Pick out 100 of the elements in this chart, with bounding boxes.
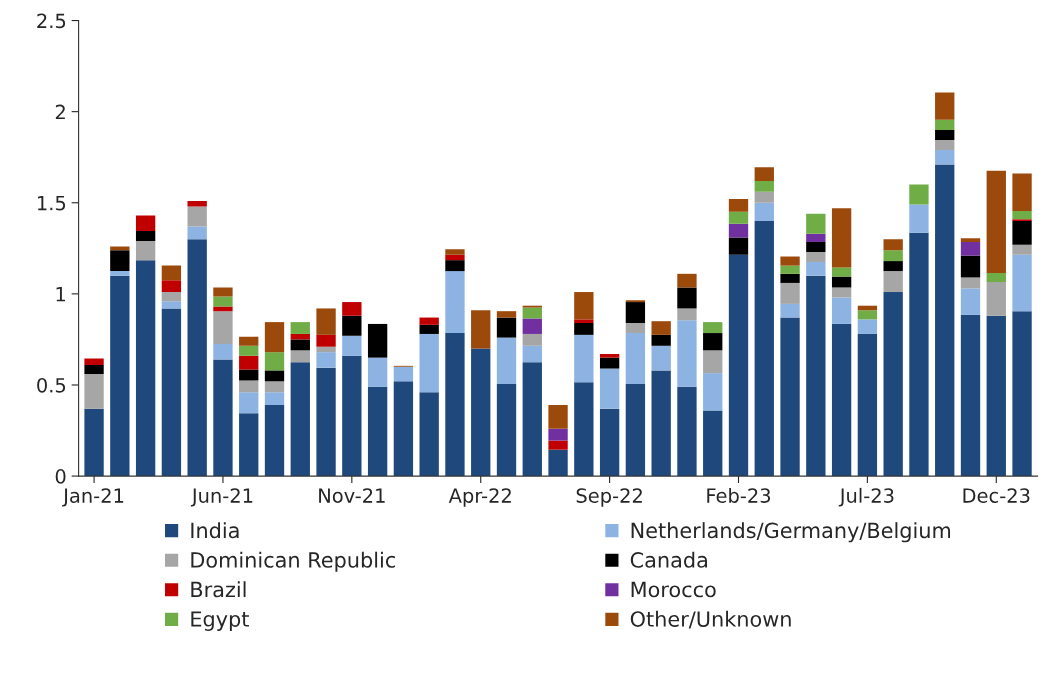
bar — [831, 267, 852, 277]
x-tick-label: Sep-22 — [576, 488, 642, 507]
bar — [264, 352, 285, 371]
bar — [599, 408, 620, 477]
bar — [831, 297, 852, 324]
bar — [831, 208, 852, 268]
bar — [703, 410, 723, 477]
bar — [935, 92, 955, 120]
bar — [806, 275, 826, 477]
bar — [806, 233, 826, 242]
bar — [703, 350, 723, 374]
y-tick-label: 1.5 — [38, 195, 66, 211]
y-tick-label: 0 — [55, 469, 66, 484]
bar — [239, 355, 259, 370]
bar — [625, 384, 646, 477]
x-tick-label: Feb-23 — [707, 487, 771, 503]
bar — [264, 322, 285, 353]
bar — [419, 333, 439, 393]
bar — [1012, 210, 1032, 220]
bar — [264, 370, 285, 382]
bar — [316, 334, 336, 347]
bar — [935, 129, 955, 140]
bar — [574, 292, 594, 320]
bar — [213, 343, 233, 360]
bar — [574, 323, 594, 335]
bar — [84, 358, 104, 365]
bar — [651, 345, 671, 371]
bar — [522, 318, 542, 334]
bar — [625, 323, 646, 334]
bar — [316, 352, 336, 368]
bar — [754, 191, 774, 203]
bar — [239, 336, 259, 346]
bar — [135, 241, 156, 261]
bar — [419, 317, 439, 325]
bar — [780, 256, 800, 266]
bar — [677, 320, 697, 387]
bar — [935, 139, 955, 150]
bar — [780, 282, 800, 304]
bar — [728, 211, 749, 224]
bar — [213, 306, 233, 312]
bar — [445, 333, 465, 477]
bar — [522, 333, 542, 346]
bar — [342, 335, 362, 356]
bar — [290, 362, 310, 477]
bar — [496, 384, 517, 477]
bar — [806, 241, 826, 252]
bar — [316, 367, 336, 477]
bar — [342, 355, 362, 477]
bar — [290, 322, 310, 334]
y-tick-label: 1 — [56, 287, 65, 302]
bar — [857, 319, 878, 334]
bar — [135, 260, 156, 477]
bar — [110, 246, 130, 251]
bar — [213, 296, 233, 307]
bar — [574, 382, 594, 477]
y-tick-label: 2.5 — [37, 13, 66, 29]
bar — [780, 317, 800, 477]
bar — [342, 315, 362, 336]
bar — [728, 237, 749, 255]
bar — [651, 334, 671, 346]
bar — [909, 184, 929, 205]
bar — [677, 273, 697, 288]
bar — [677, 386, 697, 477]
bar — [239, 413, 259, 477]
bar — [728, 199, 749, 212]
bar — [264, 381, 285, 393]
bar — [213, 311, 233, 344]
bar — [393, 366, 414, 382]
bar — [342, 302, 362, 316]
bar — [677, 287, 697, 309]
bar — [445, 260, 465, 272]
bar — [1012, 220, 1032, 245]
bar — [445, 271, 465, 334]
bar — [213, 359, 233, 477]
x-tick-label: Apr-22 — [448, 488, 511, 507]
bar — [316, 308, 336, 335]
bar — [599, 353, 620, 358]
bar — [161, 301, 182, 309]
bar — [780, 265, 800, 274]
bar — [187, 200, 207, 207]
x-tick-label: Nov-21 — [319, 488, 385, 503]
bar — [806, 251, 826, 262]
bar — [883, 239, 903, 251]
bar — [986, 272, 1006, 283]
bar — [883, 292, 903, 477]
bar — [264, 392, 285, 406]
bar — [754, 167, 774, 181]
bar — [831, 287, 852, 298]
bar — [909, 204, 929, 233]
bar — [960, 255, 981, 278]
legend-label: Canada — [630, 551, 707, 568]
bar — [110, 275, 130, 477]
bar — [496, 311, 517, 318]
y-tick-label: 2 — [55, 104, 65, 120]
bar — [574, 319, 594, 324]
bar — [84, 364, 104, 375]
bar — [264, 405, 285, 477]
bar — [522, 345, 542, 363]
legend-label: Egypt — [191, 611, 249, 631]
bar — [135, 231, 156, 242]
